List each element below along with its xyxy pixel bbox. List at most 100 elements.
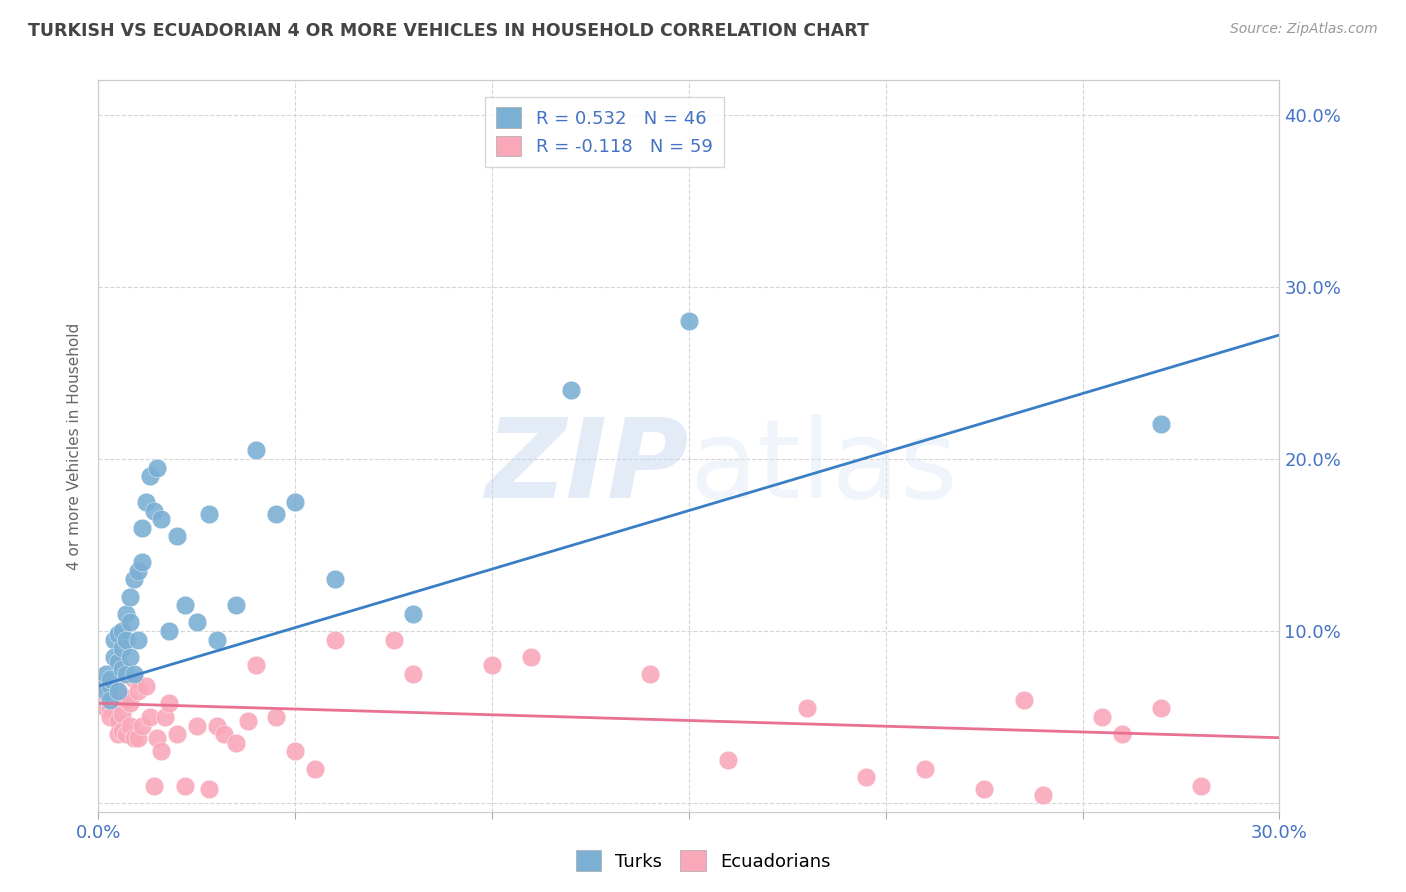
Point [236, 714, 259, 728]
Point [111, 723, 134, 738]
Point [323, 632, 346, 647]
Point [122, 731, 145, 745]
Point [111, 706, 134, 721]
Point [382, 632, 405, 647]
Point [138, 710, 160, 724]
Point [118, 696, 141, 710]
Point [796, 701, 818, 715]
Point [402, 607, 425, 621]
Point [118, 649, 141, 664]
Point [91, 675, 114, 690]
Point [115, 632, 138, 647]
Point [284, 744, 307, 758]
Point [103, 693, 125, 707]
Point [118, 615, 141, 630]
Point [111, 690, 134, 704]
Point [103, 632, 125, 647]
Point [264, 507, 287, 521]
Point [127, 684, 149, 698]
Point [402, 667, 425, 681]
Point [96, 701, 118, 715]
Point [186, 719, 208, 733]
Point [142, 503, 165, 517]
Point [1032, 788, 1054, 802]
Point [142, 779, 165, 793]
Point [96, 667, 118, 681]
Text: atlas: atlas [689, 415, 957, 522]
Point [98, 672, 121, 686]
Point [560, 383, 582, 397]
Point [135, 679, 157, 693]
Point [245, 443, 267, 458]
Point [205, 719, 228, 733]
Point [115, 693, 138, 707]
Point [135, 495, 157, 509]
Point [98, 693, 121, 707]
Point [122, 667, 145, 681]
Point [186, 615, 208, 630]
Point [96, 684, 118, 698]
Point [146, 460, 169, 475]
Point [96, 690, 118, 704]
Point [174, 598, 197, 612]
Text: Source: ZipAtlas.com: Source: ZipAtlas.com [1230, 22, 1378, 37]
Point [166, 727, 188, 741]
Point [284, 495, 307, 509]
Point [1189, 779, 1212, 793]
Point [264, 710, 287, 724]
Point [138, 469, 160, 483]
Point [118, 719, 141, 733]
Point [107, 684, 129, 698]
Point [98, 679, 121, 693]
Point [157, 696, 180, 710]
Legend: R = 0.532   N = 46, R = -0.118   N = 59: R = 0.532 N = 46, R = -0.118 N = 59 [485, 96, 724, 167]
Point [127, 731, 149, 745]
Point [107, 627, 129, 641]
Point [103, 675, 125, 690]
Point [115, 607, 138, 621]
Point [225, 736, 247, 750]
Point [481, 658, 503, 673]
Point [1150, 417, 1173, 432]
Point [323, 573, 346, 587]
Point [131, 521, 153, 535]
Point [122, 573, 145, 587]
Point [150, 512, 173, 526]
Point [146, 731, 169, 745]
Point [197, 782, 219, 797]
Point [157, 624, 180, 638]
Point [150, 744, 173, 758]
Point [1150, 701, 1173, 715]
Point [914, 762, 936, 776]
Point [197, 507, 219, 521]
Point [1012, 693, 1035, 707]
Point [107, 714, 129, 728]
Point [1091, 710, 1114, 724]
Point [98, 701, 121, 715]
Point [107, 727, 129, 741]
Point [638, 667, 661, 681]
Point [205, 632, 228, 647]
Point [245, 658, 267, 673]
Point [166, 529, 188, 543]
Legend: Turks, Ecuadorians: Turks, Ecuadorians [568, 843, 838, 879]
Point [115, 727, 138, 741]
Point [122, 672, 145, 686]
Point [127, 632, 149, 647]
Point [131, 555, 153, 569]
Point [98, 684, 121, 698]
Point [717, 753, 740, 767]
Point [107, 696, 129, 710]
Y-axis label: 4 or more Vehicles in Household: 4 or more Vehicles in Household [67, 322, 83, 570]
Text: ZIP: ZIP [485, 415, 689, 522]
Point [1111, 727, 1133, 741]
Point [111, 624, 134, 638]
Point [520, 649, 543, 664]
Point [103, 649, 125, 664]
Point [973, 782, 995, 797]
Point [855, 770, 877, 784]
Point [111, 662, 134, 676]
Point [111, 641, 134, 656]
Point [107, 655, 129, 669]
Point [127, 564, 149, 578]
